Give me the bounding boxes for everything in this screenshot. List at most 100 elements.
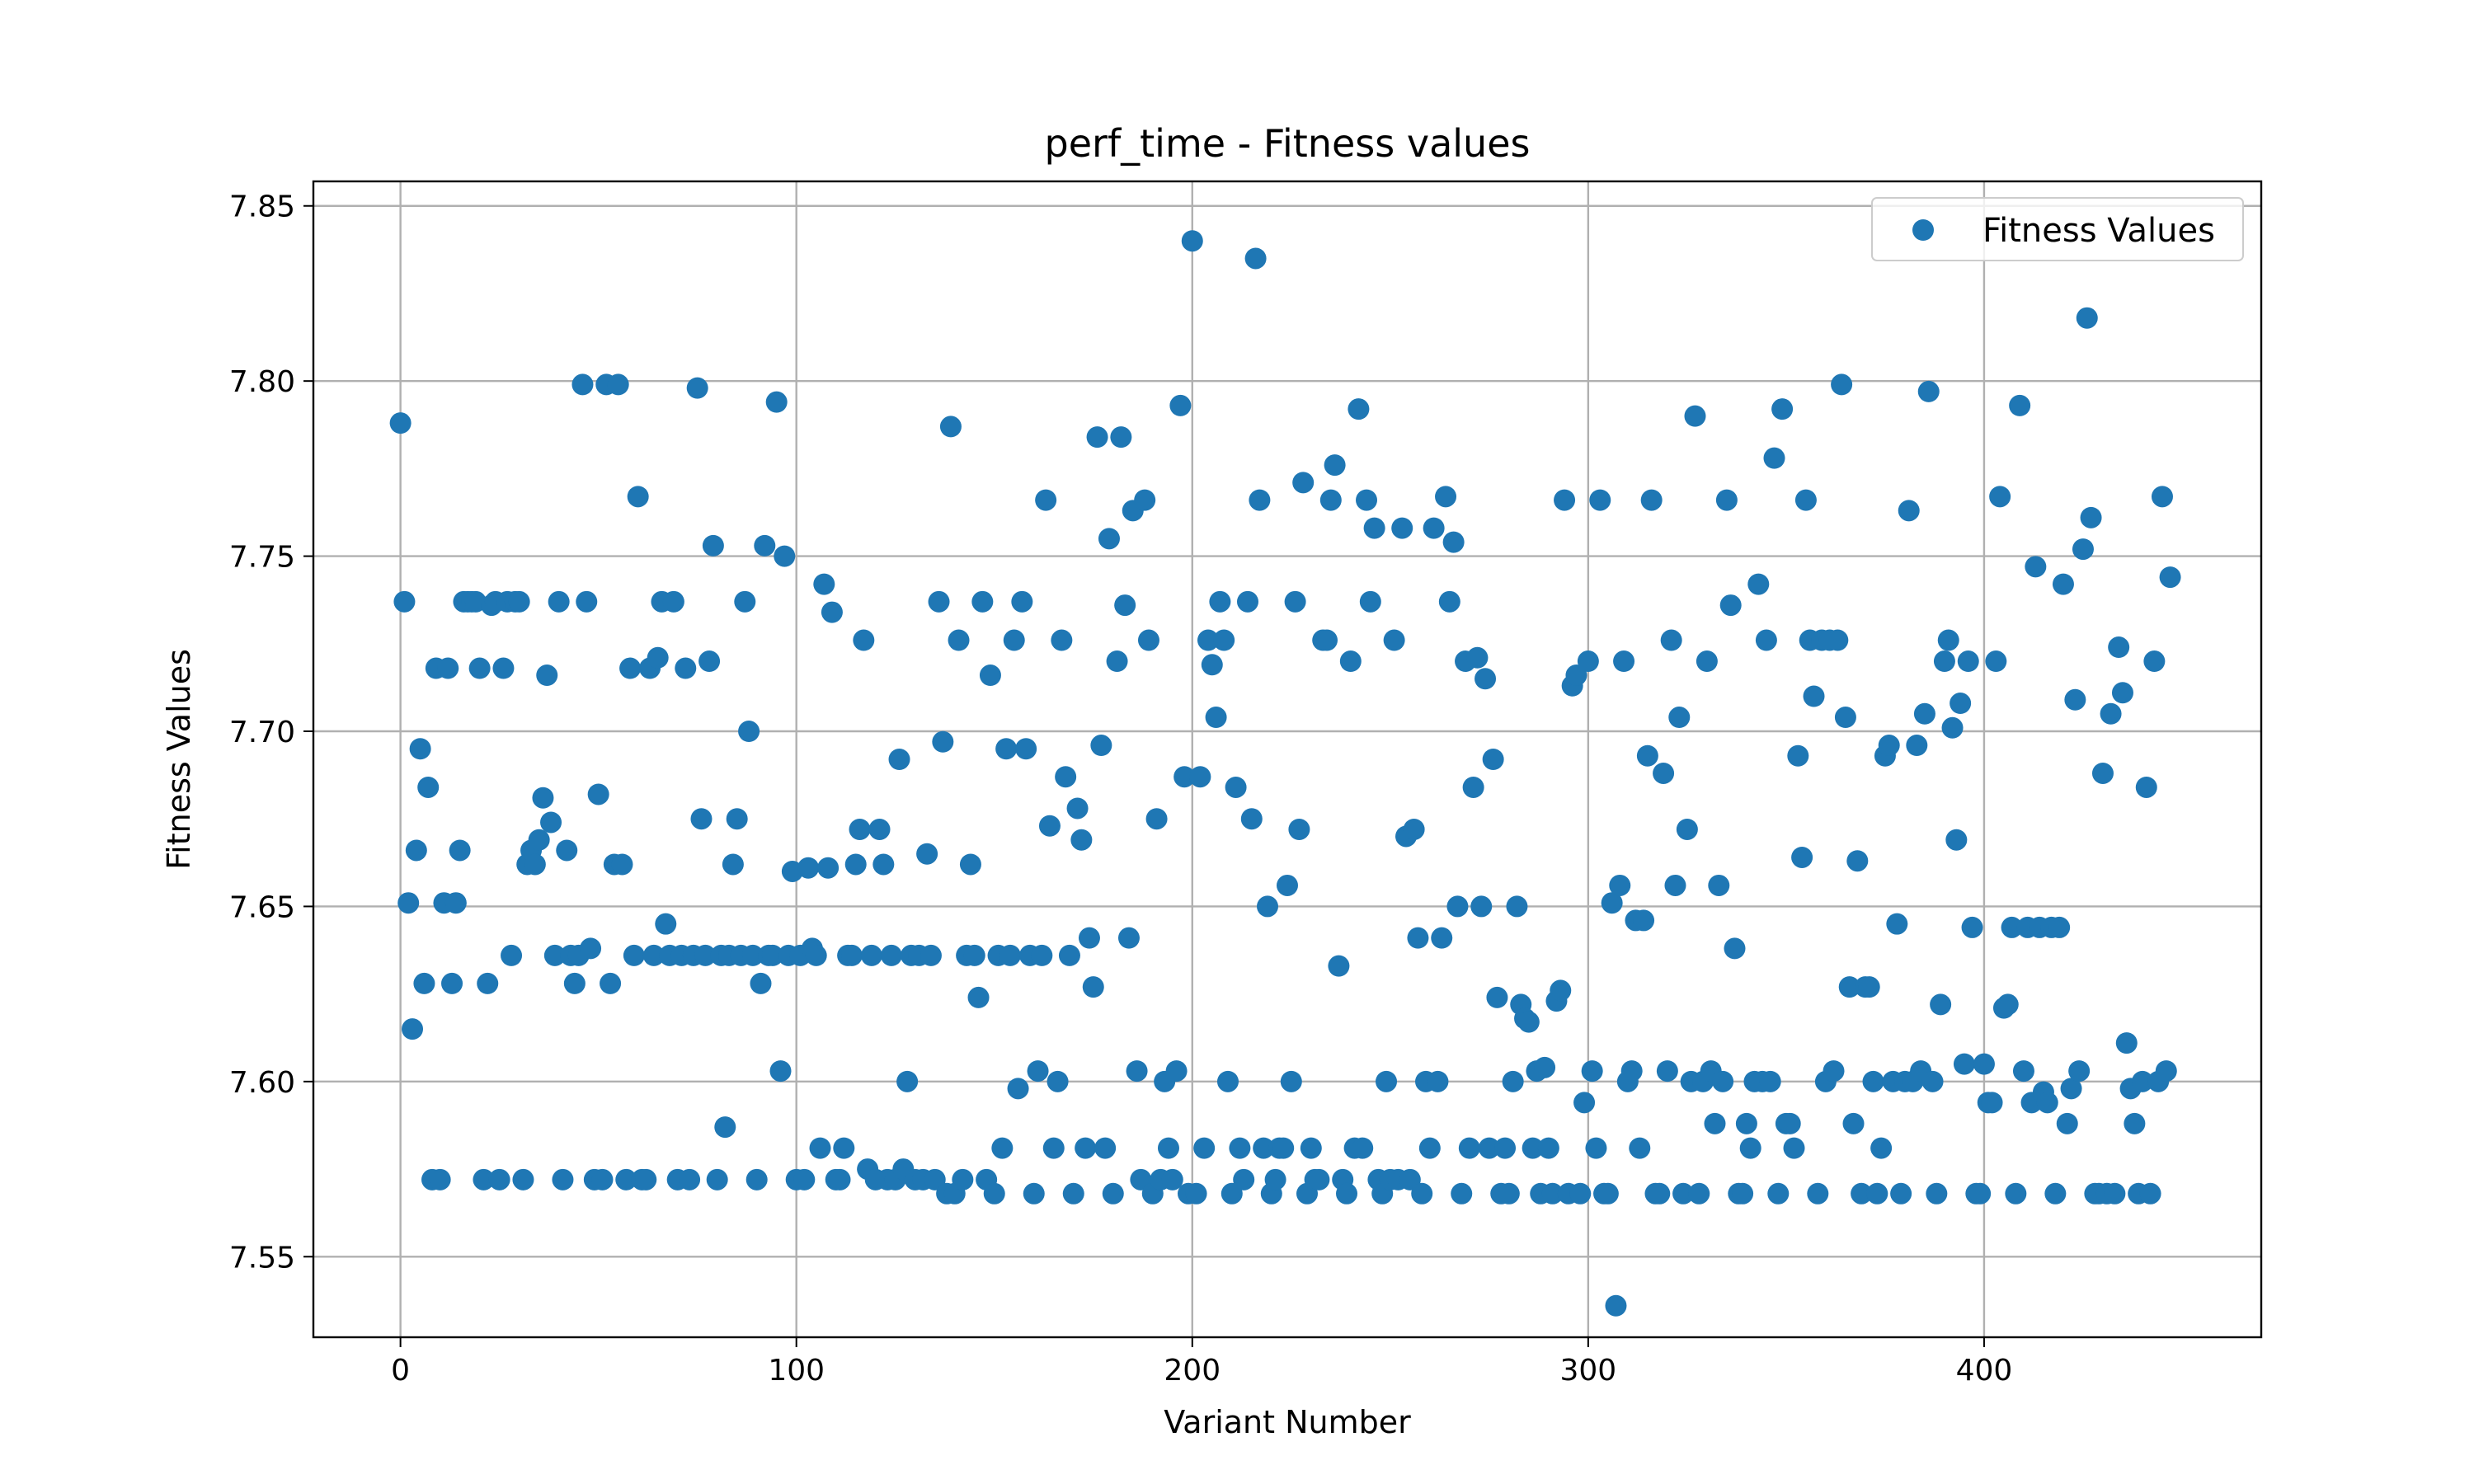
data-point xyxy=(1739,1137,1761,1159)
data-point xyxy=(1870,1137,1893,1159)
x-axis-label: Variant Number xyxy=(1164,1404,1411,1440)
data-point xyxy=(844,853,867,876)
data-point xyxy=(888,749,910,770)
data-point xyxy=(1082,976,1104,998)
data-point xyxy=(1664,874,1686,896)
data-point xyxy=(1494,1137,1517,1159)
data-point xyxy=(1062,1182,1084,1205)
data-point xyxy=(2139,1182,2161,1205)
data-point xyxy=(1055,766,1077,788)
data-point xyxy=(991,1137,1014,1159)
data-point xyxy=(860,944,882,966)
data-point xyxy=(702,534,724,556)
data-point xyxy=(1051,629,1073,651)
data-point xyxy=(1696,650,1718,673)
data-point xyxy=(1838,976,1860,998)
data-point xyxy=(1569,1182,1592,1205)
data-point xyxy=(1846,850,1869,872)
data-point xyxy=(2012,1060,2034,1082)
data-point xyxy=(417,776,440,798)
data-point xyxy=(774,545,796,567)
data-point xyxy=(1102,1182,1124,1205)
data-point xyxy=(1724,937,1746,960)
data-point xyxy=(429,1168,451,1190)
data-point xyxy=(1577,650,1599,673)
data-point xyxy=(1011,590,1033,613)
data-point xyxy=(1058,944,1080,966)
y-tick-label: 7.80 xyxy=(229,365,295,399)
data-point xyxy=(1771,398,1794,420)
data-point xyxy=(647,646,669,669)
data-point xyxy=(1866,1182,1888,1205)
data-point xyxy=(1216,1070,1239,1092)
data-point xyxy=(1391,517,1413,539)
data-point xyxy=(1174,766,1196,788)
data-point xyxy=(1277,874,1298,896)
data-point xyxy=(1181,230,1203,252)
data-point xyxy=(1292,472,1315,494)
data-point xyxy=(1376,1070,1398,1092)
data-point xyxy=(548,590,570,613)
data-point xyxy=(532,787,554,809)
data-point xyxy=(1042,1137,1065,1159)
data-point xyxy=(441,972,463,994)
x-axis-ticks: 0 100 200 300 400 xyxy=(391,1337,2012,1388)
data-point xyxy=(1137,629,1159,651)
data-point xyxy=(1256,895,1278,918)
data-point xyxy=(1858,976,1880,998)
data-point xyxy=(849,818,871,840)
data-point xyxy=(501,944,523,966)
data-point xyxy=(1264,1168,1286,1190)
data-point xyxy=(662,590,684,613)
data-point xyxy=(1094,1137,1117,1159)
data-point xyxy=(1078,927,1100,949)
data-point xyxy=(2143,650,2166,673)
data-point xyxy=(2064,688,2086,711)
data-point xyxy=(726,808,748,830)
data-point xyxy=(1653,762,1675,784)
data-point xyxy=(1502,1070,1524,1092)
data-point xyxy=(437,657,459,679)
data-point xyxy=(868,818,891,840)
data-point xyxy=(675,657,697,679)
data-point xyxy=(1676,818,1698,840)
data-point xyxy=(1165,1060,1188,1082)
data-point xyxy=(1573,1092,1596,1114)
data-point xyxy=(615,1168,637,1190)
data-point xyxy=(1636,744,1658,767)
data-point xyxy=(1458,1137,1480,1159)
data-point xyxy=(1585,1137,1607,1159)
data-point xyxy=(2124,1112,2146,1134)
data-point xyxy=(540,811,562,834)
data-point xyxy=(1253,1137,1275,1159)
data-point xyxy=(1767,1182,1790,1205)
data-point xyxy=(1356,489,1378,511)
data-point xyxy=(1272,1137,1295,1159)
data-point xyxy=(1161,1168,1183,1190)
data-point xyxy=(1435,486,1457,508)
data-point xyxy=(1755,629,1777,651)
data-point xyxy=(2048,916,2071,938)
data-point xyxy=(556,839,578,862)
data-point xyxy=(1470,895,1493,918)
data-point xyxy=(1613,650,1635,673)
data-point xyxy=(1906,735,1928,757)
data-point xyxy=(1945,829,1968,851)
data-point xyxy=(405,839,427,862)
data-point xyxy=(1197,629,1219,651)
data-point xyxy=(393,590,416,613)
data-point xyxy=(1466,646,1489,669)
data-point xyxy=(1668,707,1691,729)
data-point xyxy=(1451,1182,1473,1205)
data-point xyxy=(939,416,962,438)
data-point xyxy=(2104,1182,2126,1205)
data-point xyxy=(1015,738,1037,760)
data-point xyxy=(979,665,1001,687)
data-point xyxy=(1288,818,1310,840)
data-point xyxy=(1427,1070,1449,1092)
data-point xyxy=(1930,993,1952,1016)
y-axis-label: Fitness Values xyxy=(161,649,197,870)
data-point xyxy=(473,1168,495,1190)
data-point xyxy=(1438,590,1460,613)
